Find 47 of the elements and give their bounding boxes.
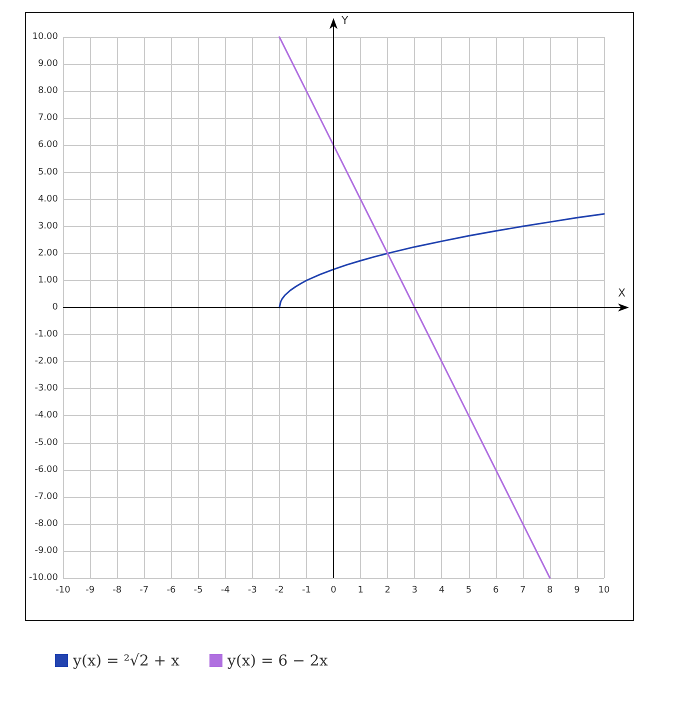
x-tick-label: -2 (274, 586, 284, 596)
x-tick-label: -1 (302, 586, 311, 596)
x-tick-label: 6 (492, 586, 499, 596)
y-tick-label: -6.00 (34, 464, 58, 475)
y-tick-label: 9.00 (38, 59, 58, 70)
legend-label: y(x) = 6 − 2x (226, 652, 328, 670)
y-tick-label: 10.00 (32, 32, 58, 42)
y-tick-label: 3.00 (38, 221, 58, 232)
x-tick-label: 10 (598, 586, 610, 596)
x-tick-label: -6 (166, 586, 176, 596)
y-tick-label: 6.00 (38, 140, 58, 150)
y-tick-label: 0 (52, 302, 58, 312)
x-tick-label: 7 (520, 586, 526, 596)
x-tick-label: 0 (330, 586, 337, 596)
y-tick-label: 1.00 (38, 275, 58, 286)
y-axis-title: Y (340, 14, 348, 27)
x-tick-label: -9 (86, 586, 95, 596)
x-tick-label: 3 (412, 586, 418, 596)
line-series (278, 213, 605, 308)
x-tick-label: -8 (112, 586, 122, 596)
y-tick-label: -2.00 (34, 356, 58, 367)
x-tick-label: 1 (358, 586, 364, 596)
y-tick-label: -8.00 (34, 518, 58, 529)
x-tick-label: -4 (220, 586, 230, 596)
x-tick-label: -5 (194, 586, 203, 596)
y-tick-label: -4.00 (34, 410, 58, 421)
x-tick-label: 4 (438, 586, 445, 596)
y-tick-label: 2.00 (38, 248, 58, 258)
x-tick-label: 9 (574, 586, 580, 596)
y-tick-label: 4.00 (38, 194, 58, 204)
y-tick-label: -7.00 (34, 492, 58, 502)
legend-label: y(x) = ²√2 + x (72, 652, 180, 670)
y-tick-label: -9.00 (34, 546, 58, 556)
x-tick-label: 5 (466, 586, 472, 596)
y-tick-label: -10.00 (28, 573, 58, 583)
y-tick-label: -1.00 (34, 330, 58, 340)
x-tick-label: -10 (56, 586, 71, 596)
x-tick-label: -7 (140, 586, 149, 596)
x-axis-title: X (618, 286, 626, 300)
x-tick-label: 2 (384, 586, 390, 596)
x-tick-label: -3 (248, 586, 257, 596)
x-tick-label: 8 (547, 586, 554, 596)
y-tick-label: 7.00 (38, 113, 58, 124)
y-tick-label: 5.00 (38, 167, 58, 178)
y-tick-label: 8.00 (38, 86, 58, 96)
y-tick-label: -3.00 (34, 384, 58, 394)
y-tick-label: -5.00 (34, 438, 58, 448)
